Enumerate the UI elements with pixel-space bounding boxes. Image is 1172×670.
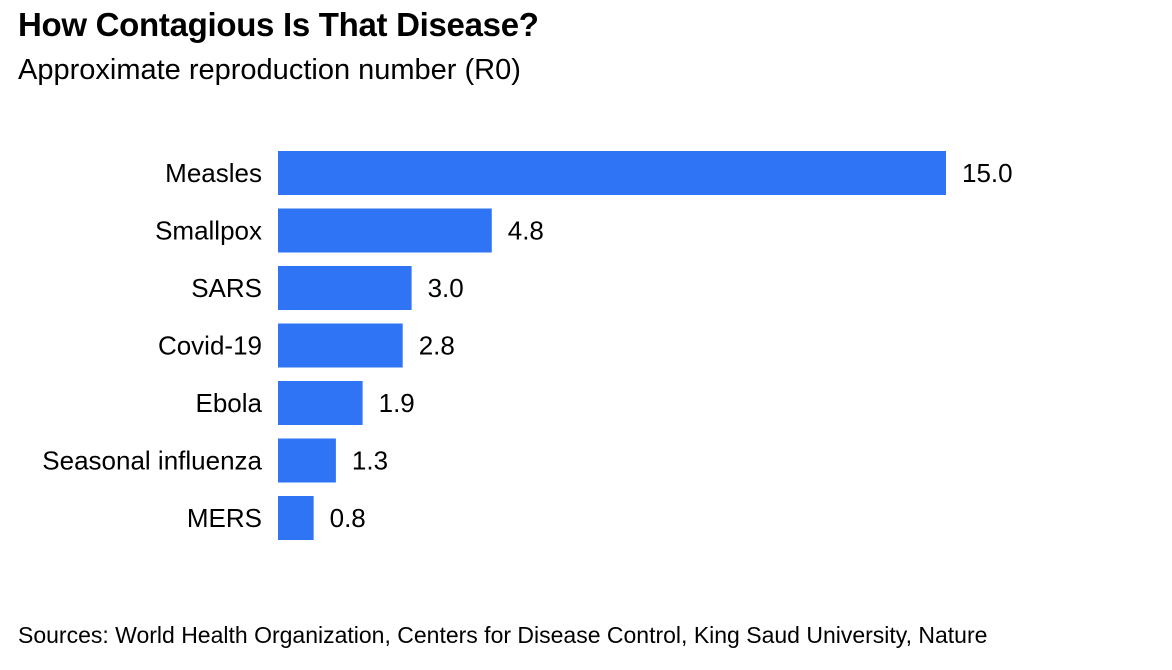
category-label: MERS bbox=[187, 503, 262, 533]
category-label: Smallpox bbox=[155, 216, 262, 246]
value-label: 2.8 bbox=[419, 331, 455, 361]
value-label: 3.0 bbox=[428, 273, 464, 303]
value-label: 0.8 bbox=[330, 503, 366, 533]
bar-ebola bbox=[278, 381, 363, 425]
bar-mers bbox=[278, 496, 314, 540]
bar-chart: Measles 15.0 Smallpox 4.8 SARS 3.0 Covid-19 2.8… bbox=[0, 140, 1172, 550]
value-label: 15.0 bbox=[962, 158, 1013, 188]
value-label: 4.8 bbox=[508, 216, 544, 246]
bar-covid-19 bbox=[278, 323, 403, 368]
value-label: 1.3 bbox=[352, 446, 388, 476]
value-label: 1.9 bbox=[379, 388, 415, 418]
chart-source: Sources: World Health Organization, Cent… bbox=[18, 622, 988, 648]
category-label: Covid-19 bbox=[158, 331, 262, 361]
bar-measles bbox=[278, 151, 946, 195]
bar-seasonal-influenza bbox=[278, 438, 336, 483]
bar-sars bbox=[278, 266, 412, 310]
category-label: Measles bbox=[165, 158, 262, 188]
category-label: Ebola bbox=[196, 388, 263, 418]
chart-subtitle: Approximate reproduction number (R0) bbox=[18, 54, 521, 86]
bar-smallpox bbox=[278, 208, 492, 253]
bar-chart-svg: Measles 15.0 Smallpox 4.8 SARS 3.0 Covid-19 2.8… bbox=[42, 151, 1013, 540]
category-label: SARS bbox=[191, 273, 262, 303]
category-label: Seasonal influenza bbox=[42, 446, 262, 476]
chart-title: How Contagious Is That Disease? bbox=[18, 6, 539, 43]
